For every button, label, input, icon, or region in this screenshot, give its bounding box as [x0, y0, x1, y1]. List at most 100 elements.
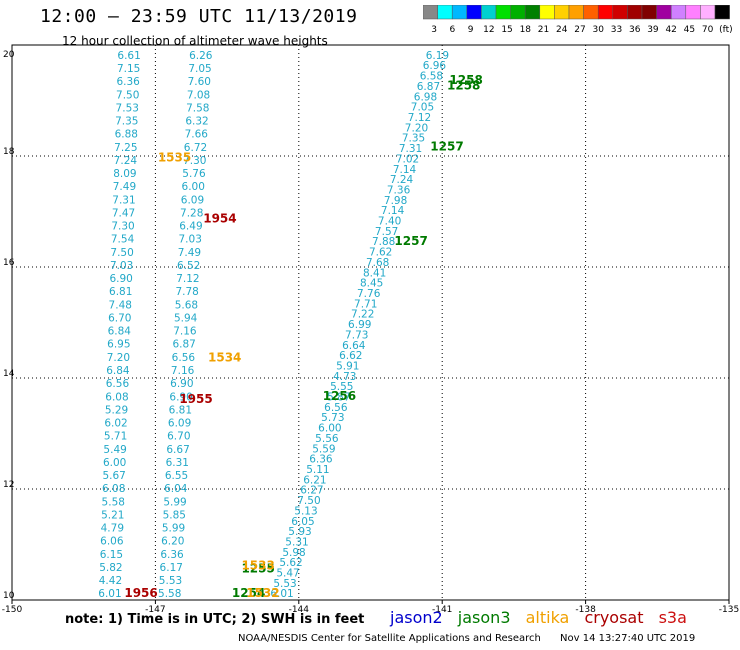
pass-label: 1257 [430, 139, 463, 153]
swh-value: 5.93 [288, 526, 311, 538]
swh-value: 5.91 [336, 360, 359, 372]
pass-label: 1257 [394, 234, 427, 248]
swh-value: 7.03 [110, 260, 133, 272]
swh-value: 7.50 [297, 495, 320, 507]
swh-value: 6.58 [420, 71, 443, 83]
swh-value: 6.19 [426, 50, 449, 62]
scale-label: 15 [501, 25, 512, 35]
swh-value: 4.73 [333, 371, 356, 383]
swh-value: 6.02 [104, 418, 127, 430]
swh-value: 6.04 [164, 483, 188, 495]
x-tick-label: -141 [432, 605, 452, 615]
swh-value: 5.85 [163, 509, 186, 521]
swh-value: 6.81 [169, 404, 192, 416]
pass-label: 1258 [447, 78, 480, 92]
legend-jason2: jason2 [390, 608, 443, 627]
swh-value: 7.36 [387, 184, 411, 196]
swh-value: 5.55 [330, 381, 353, 393]
scale-label: 36 [629, 25, 641, 35]
swh-value: 7.03 [179, 234, 202, 246]
swh-value: 6.64 [342, 340, 366, 352]
swh-value: 5.68 [175, 299, 198, 311]
swh-value: 6.67 [166, 444, 189, 456]
pass-label: 1258 [449, 73, 482, 87]
scale-label: 21 [538, 25, 549, 35]
y-tick-label: 14 [3, 369, 15, 379]
swh-value: 5.56 [315, 433, 339, 445]
swh-value: 5.87 [327, 392, 350, 404]
swh-value: 7.71 [354, 298, 377, 310]
swh-value: 7.20 [107, 352, 130, 364]
satellite-legend: jason2 jason3 altika cryosat s3a [390, 608, 697, 627]
swh-value: 6.15 [100, 549, 123, 561]
scale-label: (ft) [719, 25, 733, 35]
swh-value: 8.09 [113, 168, 136, 180]
swh-value: 7.24 [114, 155, 138, 167]
scale-label: 30 [593, 25, 605, 35]
swh-value: 7.35 [402, 133, 425, 145]
swh-value: 5.99 [162, 523, 185, 535]
swh-value: 5.53 [159, 575, 182, 587]
swh-value: 7.50 [110, 247, 133, 259]
swh-value: 6.17 [160, 562, 183, 574]
x-tick-label: -147 [145, 605, 165, 615]
swh-value: 7.14 [381, 205, 405, 217]
scale-label: 45 [684, 25, 695, 35]
pass-label: 1535 [158, 151, 191, 165]
swh-value: 7.49 [113, 181, 136, 193]
scale-label: 42 [665, 25, 676, 35]
swh-value: 5.11 [306, 464, 329, 476]
swh-value: 7.35 [115, 116, 138, 128]
swh-value: 5.58 [102, 496, 125, 508]
swh-value: 6.05 [291, 516, 314, 528]
swh-value: 6.01 [98, 588, 121, 600]
swh-value: 6.62 [339, 350, 362, 362]
swh-value: 7.16 [173, 326, 197, 338]
swh-value: 7.76 [357, 288, 381, 300]
plot-frame [11, 44, 730, 601]
legend-cryosat: cryosat [584, 608, 644, 627]
pass-label: 1533 [241, 558, 274, 572]
swh-value: 6.99 [348, 319, 371, 331]
swh-value: 7.53 [116, 102, 139, 114]
scale-label: 27 [574, 25, 585, 35]
scale-label: 24 [556, 25, 568, 35]
swh-value: 6.70 [108, 312, 131, 324]
swh-value: 6.70 [167, 431, 190, 443]
swh-value: 5.31 [285, 536, 308, 548]
x-tick-label: -150 [2, 605, 23, 615]
swh-value: 5.71 [104, 431, 127, 443]
swh-value: 7.54 [111, 234, 135, 246]
units-note: note: 1) Time is in UTC; 2) SWH is in fe… [65, 612, 365, 627]
scale-label: 9 [468, 25, 474, 35]
swh-value: 5.53 [273, 578, 296, 590]
scale-swatch [714, 5, 730, 20]
swh-value: 6.88 [115, 129, 138, 141]
y-tick-label: 10 [3, 591, 15, 601]
footer: NOAA/NESDIS Center for Satellite Applica… [238, 633, 695, 644]
swh-value: 6.87 [172, 339, 195, 351]
swh-value: 8.41 [363, 267, 386, 279]
chart-title: 12:00 — 23:59 UTC 11/13/2019 [40, 6, 358, 27]
swh-value: 6.08 [102, 483, 125, 495]
swh-value: 6.27 [300, 485, 323, 497]
swh-value: 6.96 [423, 60, 447, 72]
x-tick-label: -144 [289, 605, 310, 615]
swh-value: 7.48 [109, 299, 132, 311]
swh-value: 6.90 [170, 378, 193, 390]
swh-value: 7.73 [345, 329, 368, 341]
swh-value: 4.42 [99, 575, 122, 587]
swh-value: 7.16 [171, 365, 195, 377]
swh-value: 7.05 [188, 63, 211, 75]
pass-label: 1956 [124, 586, 157, 600]
swh-value: 6.84 [106, 365, 130, 377]
swh-value: 6.56 [172, 352, 196, 364]
swh-value: 6.56 [324, 402, 348, 414]
swh-value: 7.28 [180, 207, 203, 219]
swh-value: 7.31 [399, 143, 422, 155]
swh-value: 6.81 [109, 286, 132, 298]
swh-value: 5.59 [312, 443, 335, 455]
swh-value: 5.67 [102, 470, 125, 482]
swh-value: 6.26 [189, 50, 213, 62]
swh-value: 7.98 [384, 195, 407, 207]
